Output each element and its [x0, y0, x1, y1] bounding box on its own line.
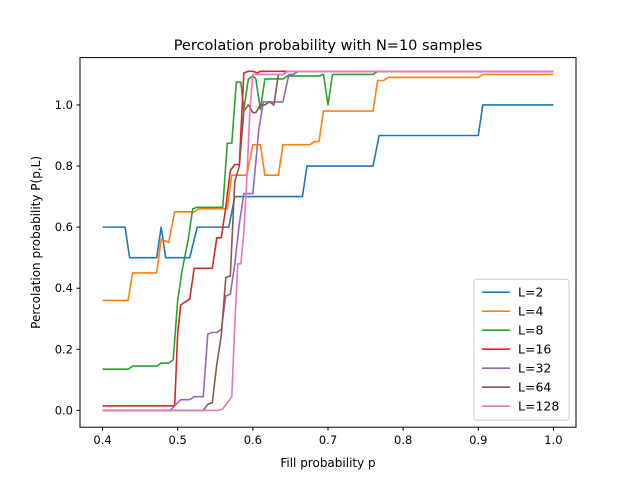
- x-tick-label: 0.5: [169, 433, 187, 447]
- legend-entry-label: L=16: [518, 342, 551, 357]
- y-tick-label: 0.4: [55, 281, 73, 295]
- y-axis-ticks: 0.0 0.2 0.4 0.6 0.8 1.0: [55, 98, 80, 417]
- y-tick-label: 0.8: [55, 159, 73, 173]
- legend-entry-label: L=128: [518, 399, 559, 414]
- series-line-l4: [102, 73, 554, 302]
- x-tick-label: 0.6: [244, 433, 262, 447]
- series-layer: [102, 70, 554, 412]
- y-tick-label: 0.2: [55, 342, 73, 356]
- x-axis-ticks: 0.4 0.5 0.6 0.7 0.8 0.9 1.0: [93, 427, 563, 447]
- chart-title: Percolation probability with N=10 sample…: [174, 38, 483, 54]
- series-line-l2: [102, 104, 554, 259]
- legend-entry-label: L=4: [518, 304, 543, 319]
- x-tick-label: 0.8: [394, 433, 412, 447]
- legend-frame: [473, 278, 570, 421]
- legend: L=2 L=4 L=8 L=16 L=32 L=64 L=128: [473, 278, 570, 421]
- legend-entry-label: L=8: [518, 323, 543, 338]
- x-tick-label: 0.9: [469, 433, 487, 447]
- series-line-l16: [102, 70, 554, 407]
- legend-entry-label: L=2: [518, 285, 543, 300]
- y-axis-label: Percolation probability P(p,L): [29, 156, 43, 329]
- x-tick-label: 0.4: [93, 433, 111, 447]
- legend-entry-label: L=64: [518, 380, 551, 395]
- y-tick-label: 1.0: [55, 98, 73, 112]
- legend-entry-label: L=32: [518, 361, 551, 376]
- x-tick-label: 1.0: [544, 433, 562, 447]
- series-line-l128: [102, 70, 554, 412]
- series-line-l8: [102, 70, 554, 370]
- x-axis-label: Fill probability p: [280, 456, 375, 470]
- y-tick-label: 0.6: [55, 220, 73, 234]
- x-tick-label: 0.7: [319, 433, 337, 447]
- y-tick-label: 0.0: [55, 403, 73, 417]
- series-line-l32: [102, 70, 554, 412]
